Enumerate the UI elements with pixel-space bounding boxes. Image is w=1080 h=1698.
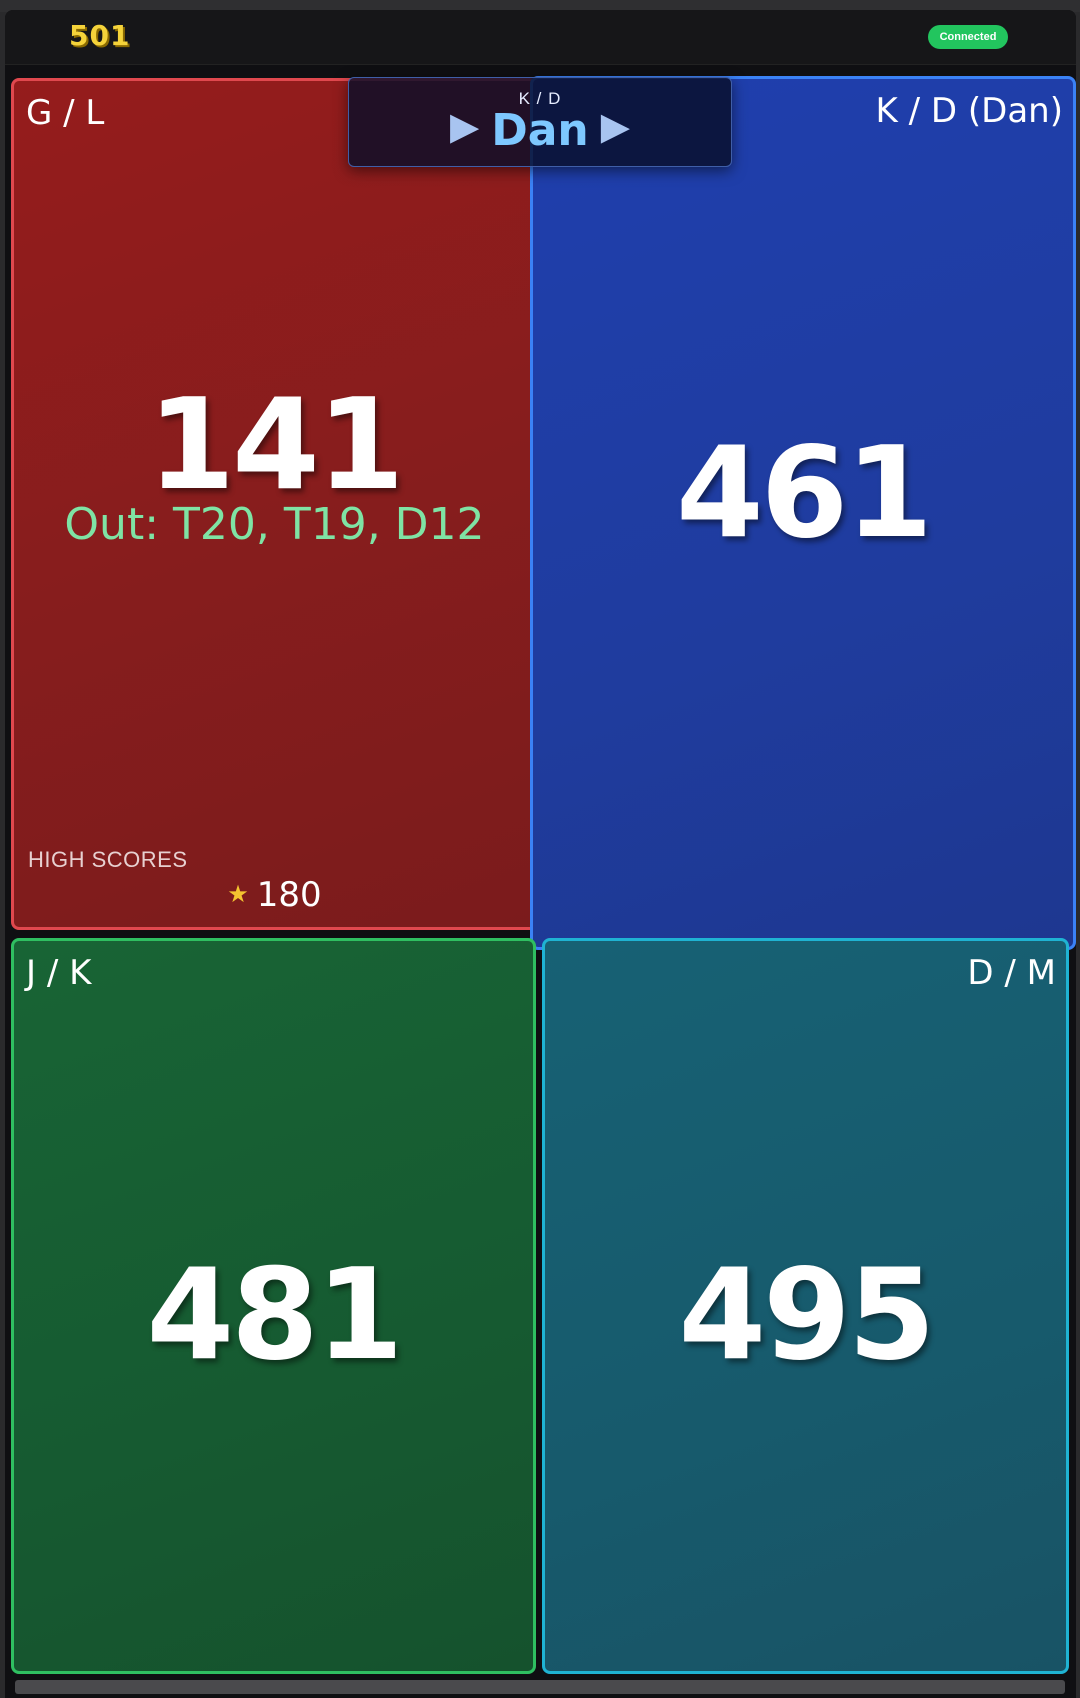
play-arrow-icon: ▶ bbox=[600, 104, 630, 148]
team-panel-j-k[interactable]: J / K 481 bbox=[11, 938, 536, 1674]
play-arrow-icon: ▶ bbox=[449, 104, 480, 148]
team-panel-d-m[interactable]: D / M 495 bbox=[542, 938, 1069, 1674]
current-player-name: Dan bbox=[491, 105, 589, 156]
team-name: D / M bbox=[967, 953, 1056, 993]
app-header: 501 Connected bbox=[5, 10, 1076, 65]
team-name: G / L bbox=[26, 93, 105, 133]
current-turn-indicator: K / D ▶ Dan ▶ bbox=[348, 77, 732, 167]
team-panel-g-l[interactable]: G / L 141 Out: T20, T19, D12 HIGH SCORES… bbox=[11, 78, 538, 930]
team-panel-k-d[interactable]: K / D (Dan) 461 bbox=[530, 76, 1076, 950]
connection-status-badge: Connected bbox=[928, 25, 1008, 49]
app-logo: 501 bbox=[69, 19, 131, 52]
star-icon: ★ bbox=[227, 880, 249, 908]
current-player-row: ▶ Dan ▶ bbox=[349, 104, 731, 156]
team-name: J / K bbox=[26, 953, 92, 993]
current-team-label: K / D bbox=[518, 89, 562, 108]
team-score: 495 bbox=[678, 1241, 935, 1388]
high-scores-label: HIGH SCORES bbox=[28, 847, 188, 872]
checkout-suggestion: Out: T20, T19, D12 bbox=[64, 499, 485, 550]
team-name: K / D (Dan) bbox=[875, 91, 1063, 131]
browser-chrome-strip bbox=[0, 0, 1080, 12]
team-score: 481 bbox=[146, 1241, 403, 1388]
team-score: 141 bbox=[147, 371, 404, 518]
app-window: 501 Connected G / L 141 Out: T20, T19, D… bbox=[5, 10, 1076, 1698]
high-score-value: 180 bbox=[256, 875, 322, 915]
high-score-entry: ★ 180 bbox=[14, 875, 535, 915]
horizontal-scrollbar[interactable] bbox=[15, 1680, 1065, 1694]
team-score: 461 bbox=[675, 419, 933, 566]
